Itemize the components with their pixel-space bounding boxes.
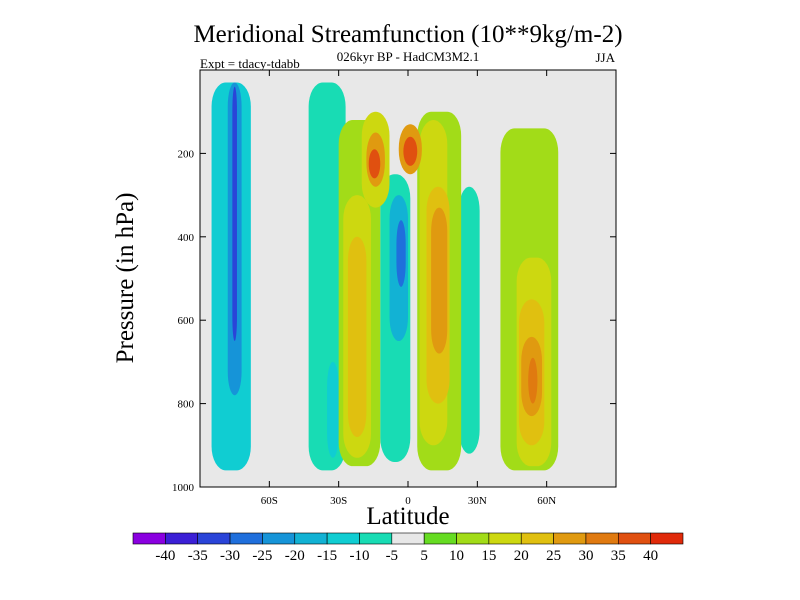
x-tick-label: 30S xyxy=(330,495,347,507)
contour-region-26 xyxy=(528,357,538,404)
colorbar-label: 20 xyxy=(514,548,529,564)
contour-region-19 xyxy=(431,207,448,354)
y-axis: 200 400 600 800 1000 xyxy=(172,148,616,494)
contour-region-9 xyxy=(458,186,480,454)
y-tick-label: 1000 xyxy=(172,482,195,494)
x-tick-label: 0 xyxy=(405,495,411,507)
chart-subtitle: 026kyr BP - HadCM3M2.1 xyxy=(337,49,480,64)
colorbar-label: -25 xyxy=(252,548,272,564)
colorbar-swatch-2 xyxy=(165,532,199,545)
colorbar-swatch-8 xyxy=(359,532,393,545)
colorbar-swatch-1 xyxy=(132,532,166,545)
x-axis-label: Latitude xyxy=(366,503,449,530)
colorbar-swatch-14 xyxy=(553,532,587,545)
contour-region-3 xyxy=(232,86,237,342)
colorbar-swatch-7 xyxy=(326,532,360,545)
colorbar-swatch-17 xyxy=(650,532,684,545)
y-tick-label: 400 xyxy=(178,232,195,244)
colorbar-label: -40 xyxy=(155,548,175,564)
colorbar-label: 30 xyxy=(578,548,593,564)
contour-region-15 xyxy=(368,149,381,179)
y-tick-label: 600 xyxy=(178,315,195,327)
colorbar-swatch-4 xyxy=(229,532,263,545)
contour-fields xyxy=(211,82,559,471)
colorbar-label: -30 xyxy=(220,548,240,564)
colorbar-swatch-13 xyxy=(520,532,554,545)
x-tick-label: 30N xyxy=(468,495,487,507)
y-tick-label: 800 xyxy=(178,399,195,411)
x-tick-label: 60S xyxy=(261,495,278,507)
colorbar-label: -5 xyxy=(386,548,399,564)
colorbar-swatch-12 xyxy=(488,532,522,545)
chart-title: Meridional Streamfunction (10**9kg/m-2) xyxy=(193,21,622,48)
colorbar-swatch-9 xyxy=(391,532,425,545)
colorbar-label: 15 xyxy=(481,548,496,564)
x-tick-label: 60N xyxy=(537,495,556,507)
colorbar-label: -10 xyxy=(349,548,369,564)
colorbar-swatch-10 xyxy=(423,532,457,545)
experiment-label: Expt = tdacy-tdabb xyxy=(200,56,300,71)
colorbar-swatch-11 xyxy=(456,532,490,545)
contour-region-21 xyxy=(403,136,418,166)
colorbar-label: -20 xyxy=(285,548,305,564)
colorbar-label: 35 xyxy=(611,548,626,564)
y-axis-label: Pressure (in hPa) xyxy=(112,193,139,364)
colorbar-label: 5 xyxy=(420,548,428,564)
season-label: JJA xyxy=(595,50,615,65)
colorbar-swatch-15 xyxy=(585,532,619,545)
colorbar-label: 40 xyxy=(643,548,658,564)
colorbar-swatch-3 xyxy=(197,532,231,545)
colorbar-swatch-5 xyxy=(262,532,296,545)
colorbar-label: -35 xyxy=(188,548,208,564)
x-axis: 60S 30S 0 30N 60N xyxy=(261,70,556,507)
colorbar: -40 -35 -30 -25 -20 -15 -10 -5 5 10 15 20 25 30 35 40 xyxy=(132,532,684,564)
contour-region-5 xyxy=(327,361,339,458)
colorbar-label: 25 xyxy=(546,548,561,564)
colorbar-label: -15 xyxy=(317,548,337,564)
colorbar-label: 10 xyxy=(449,548,464,564)
colorbar-swatch-16 xyxy=(617,532,651,545)
contour-region-12 xyxy=(347,236,367,437)
y-tick-label: 200 xyxy=(178,148,195,160)
colorbar-swatch-6 xyxy=(294,532,328,545)
contour-region-8 xyxy=(396,220,406,287)
